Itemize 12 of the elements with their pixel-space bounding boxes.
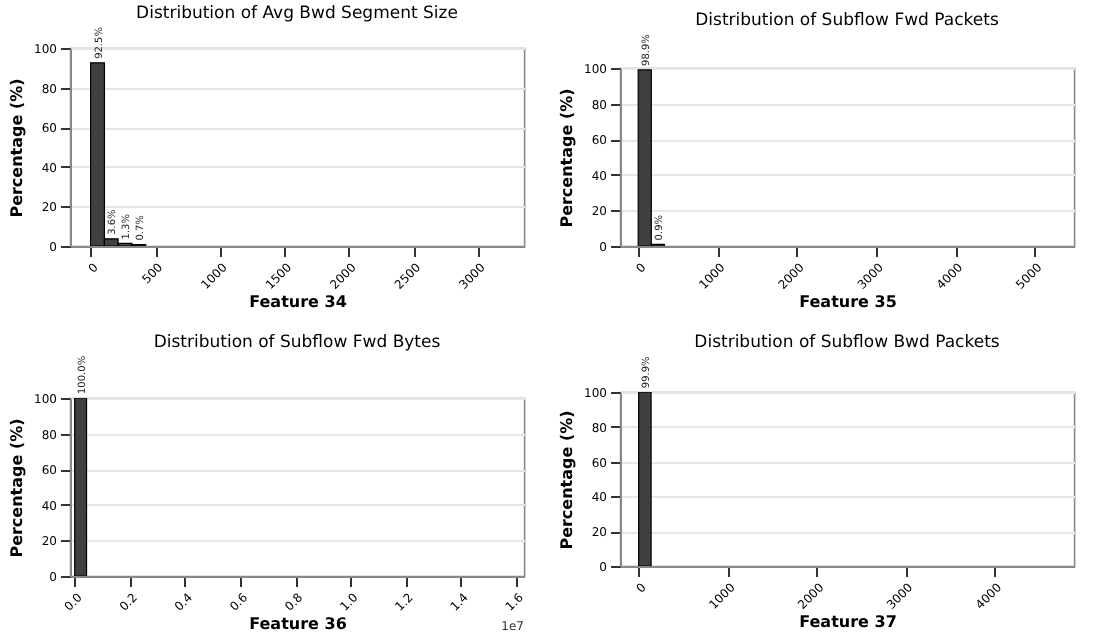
x-axis-title: Feature 34 bbox=[249, 293, 348, 312]
chart-title: Distribution of Subflow Fwd Bytes bbox=[153, 332, 442, 353]
chart-title: Distribution of Subflow Bwd Packets bbox=[694, 333, 1001, 354]
x-axis-title: Feature 37 bbox=[799, 613, 897, 632]
y-axis-title: Percentage (%) bbox=[8, 418, 27, 558]
y-axis-title: Percentage (%) bbox=[558, 410, 577, 550]
chart-title: Distribution of Avg Bwd Segment Size bbox=[136, 4, 458, 25]
chart-title: Distribution of Subflow Fwd Packets bbox=[695, 11, 1000, 32]
y-axis-title: Percentage (%) bbox=[8, 78, 27, 218]
x-axis-title: Feature 36 bbox=[249, 614, 348, 633]
x-axis-title: Feature 35 bbox=[799, 293, 898, 312]
y-axis-title: Percentage (%) bbox=[558, 88, 577, 228]
